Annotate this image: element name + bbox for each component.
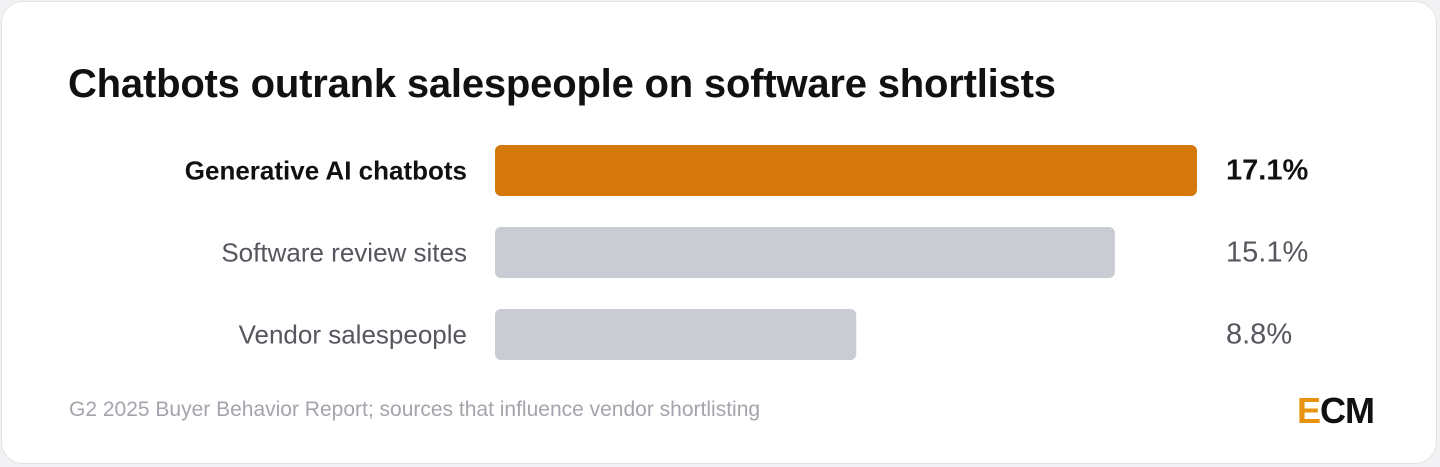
value-label-0: 17.1% bbox=[1226, 155, 1308, 187]
category-label-1: Software review sites bbox=[221, 238, 467, 268]
bar-1 bbox=[495, 227, 1115, 278]
ecm-logo: ECM bbox=[1296, 390, 1375, 432]
logo-letter-e: E bbox=[1296, 390, 1321, 431]
category-label-0: Generative AI chatbots bbox=[185, 156, 467, 186]
chart-title: Chatbots outrank salespeople on software… bbox=[68, 62, 1056, 106]
value-label-1: 15.1% bbox=[1226, 237, 1308, 269]
bar-2 bbox=[495, 309, 857, 360]
value-label-2: 8.8% bbox=[1226, 319, 1292, 351]
source-note: G2 2025 Buyer Behavior Report; sources t… bbox=[69, 398, 761, 421]
bar-0 bbox=[495, 145, 1197, 196]
category-label-2: Vendor salespeople bbox=[239, 320, 467, 350]
logo-letters-cm: CM bbox=[1320, 390, 1375, 431]
